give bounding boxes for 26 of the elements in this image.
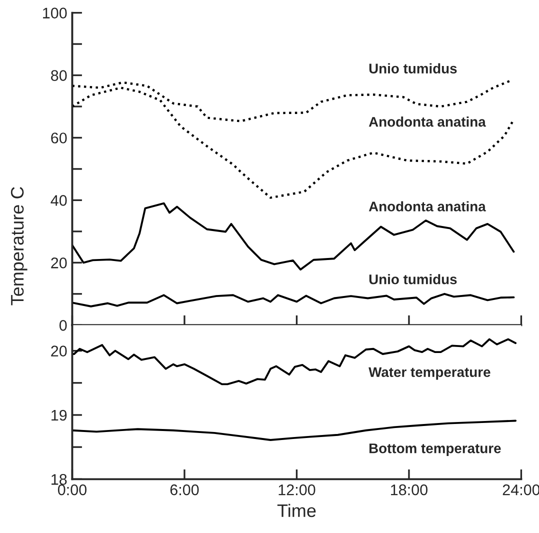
y-tick-label: 60 — [51, 132, 67, 144]
y-tick-label: 20 — [51, 346, 67, 356]
x-tick-label: 18:00 — [391, 484, 428, 496]
y-axis-title: Temperature C — [10, 186, 28, 306]
y-tick-label: 80 — [51, 70, 67, 81]
series-label: Water temperature — [368, 367, 490, 380]
line-series — [72, 338, 517, 386]
y-tick-label: 18 — [52, 474, 67, 485]
y-tick-label: 20 — [51, 258, 67, 268]
x-axis-title: Time — [277, 504, 316, 518]
series-label: Anodonta anatina — [368, 201, 486, 212]
line-series — [72, 86, 515, 199]
series-label: Anodonta anatina — [368, 116, 486, 127]
y-tick-label: 0 — [59, 320, 67, 331]
series-label: Bottom temperature — [369, 444, 501, 456]
line-series — [72, 202, 515, 271]
series-label: Unio tumidus — [369, 274, 457, 284]
line-series — [72, 420, 517, 441]
y-tick-label: 40 — [50, 195, 67, 206]
series-label: Unio tumidus — [369, 63, 457, 74]
x-tick-label: 6:00 — [170, 484, 199, 496]
line-series — [72, 292, 515, 308]
y-tick-label: 100 — [43, 8, 67, 18]
y-tick-label: 19 — [52, 410, 67, 421]
x-tick-label: 0:00 — [58, 484, 86, 496]
x-tick-label: 12:00 — [278, 484, 316, 496]
